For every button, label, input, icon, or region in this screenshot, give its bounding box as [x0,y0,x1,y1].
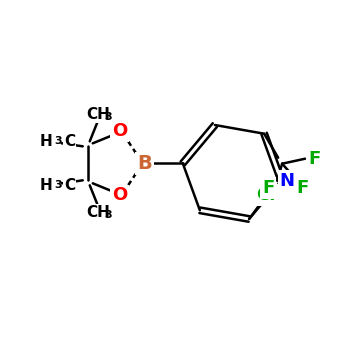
Text: C: C [64,178,75,193]
Text: CH: CH [86,107,110,122]
Text: F: F [296,179,308,197]
Text: 3: 3 [104,210,112,220]
Text: N: N [280,172,295,190]
Text: Cl: Cl [257,186,276,204]
Text: 3: 3 [54,136,62,146]
Text: 3: 3 [54,180,62,190]
Text: F: F [262,179,274,197]
Text: C: C [64,134,75,149]
Text: 3: 3 [104,112,112,122]
Text: B: B [138,154,152,173]
Text: H: H [40,178,52,193]
Text: O: O [112,186,127,204]
Text: O: O [112,122,127,140]
Text: CH: CH [86,205,110,220]
Text: F: F [308,150,320,168]
Text: H: H [40,134,52,149]
